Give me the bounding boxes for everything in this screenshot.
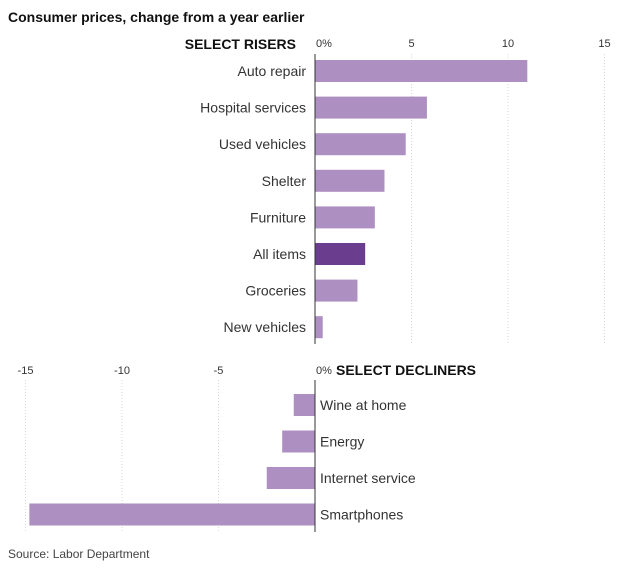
- source-note: Source: Labor Department: [8, 547, 150, 561]
- risers-panel: SELECT RISERS 0% 5 10 15 Auto repair Hospital …: [185, 36, 611, 344]
- category-label: Auto repair: [238, 63, 307, 79]
- bar: [315, 279, 358, 302]
- category-label: Used vehicles: [219, 136, 306, 152]
- bar: [293, 394, 315, 416]
- category-label: Shelter: [262, 173, 307, 189]
- chart-title: Consumer prices, change from a year earl…: [8, 9, 305, 25]
- x-tick-label: 10: [502, 38, 514, 50]
- category-label: All items: [253, 246, 306, 262]
- bar: [315, 96, 427, 119]
- risers-panel-title: SELECT RISERS: [185, 36, 296, 52]
- bar: [266, 467, 315, 489]
- x-tick-label: 5: [408, 38, 414, 50]
- x-tick-label: -15: [18, 365, 34, 377]
- bar: [29, 503, 316, 526]
- category-label: Wine at home: [320, 397, 407, 413]
- bar: [315, 206, 375, 229]
- x-tick-label: -10: [114, 365, 130, 377]
- decliners-panel: SELECT DECLINERS -15 -10 -5 0% Wine at home En…: [18, 362, 476, 532]
- bar: [315, 169, 385, 192]
- category-label: Furniture: [250, 209, 306, 225]
- bar-highlight: [315, 243, 366, 265]
- category-label: Internet service: [320, 470, 416, 486]
- bar: [282, 430, 315, 453]
- bar: [315, 133, 406, 156]
- category-label: Groceries: [245, 283, 306, 299]
- category-label: Energy: [320, 434, 364, 450]
- decliners-panel-title: SELECT DECLINERS: [336, 362, 476, 378]
- x-tick-label: 0%: [316, 38, 332, 50]
- category-label: Smartphones: [320, 507, 403, 523]
- category-label: New vehicles: [224, 319, 306, 335]
- x-tick-label: 15: [598, 38, 610, 50]
- x-tick-label: -5: [214, 365, 224, 377]
- x-tick-label: 0%: [316, 365, 332, 377]
- bar: [315, 316, 323, 339]
- category-label: Hospital services: [200, 100, 306, 116]
- bar: [315, 60, 528, 82]
